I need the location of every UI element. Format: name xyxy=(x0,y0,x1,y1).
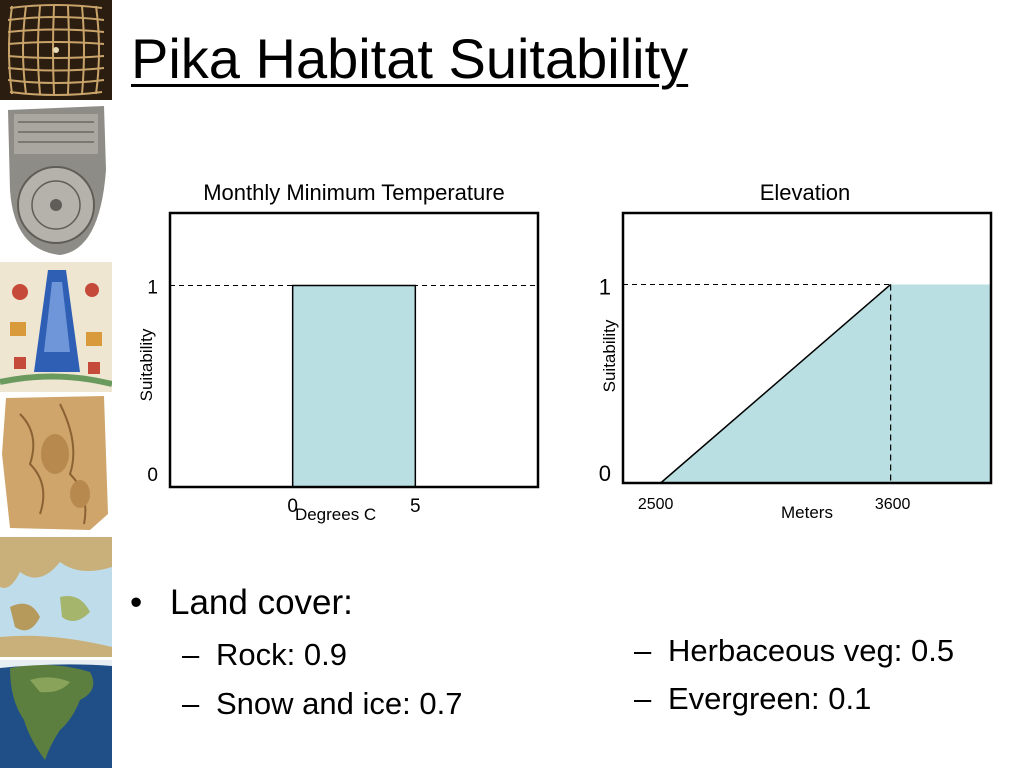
plot-frame xyxy=(168,211,540,489)
x-tick-label: 5 xyxy=(410,496,421,517)
woven-grid-map-thumbnail xyxy=(0,0,112,100)
suitability-area xyxy=(291,284,417,488)
clay-tablet-map-thumbnail xyxy=(0,100,112,260)
suitability-area xyxy=(660,284,991,483)
dash-symbol: – xyxy=(634,633,652,668)
land-cover-bullet: • Land cover: xyxy=(130,582,353,624)
land-cover-item-rock: – Rock: 0.9 xyxy=(182,636,347,673)
land-cover-item-label: Snow and ice: 0.7 xyxy=(216,686,463,721)
slide-title: Pika Habitat Suitability xyxy=(131,27,689,90)
suitability-ramp-line xyxy=(660,283,892,484)
mediterranean-relief-map-thumbnail xyxy=(0,537,112,657)
dash-symbol: – xyxy=(634,681,652,716)
chart-title: Elevation xyxy=(760,180,851,205)
temperature-chart: Monthly Minimum Temperature 1 0 0 5 Degrees C… xyxy=(130,170,550,530)
land-cover-item-label: Rock: 0.9 xyxy=(216,637,347,672)
y-axis-label: Suitability xyxy=(137,328,156,401)
plot-frame xyxy=(621,211,993,485)
dash-symbol: – xyxy=(182,637,200,672)
land-cover-heading: Land cover: xyxy=(170,583,353,622)
elevation-chart-svg: Elevation 1 0 2500 3600 Meters Suitability xyxy=(599,180,993,522)
north-america-satellite-thumbnail xyxy=(0,660,112,768)
chart-title: Monthly Minimum Temperature xyxy=(203,180,505,205)
thumbnail-sidebar xyxy=(0,0,112,768)
y-tick-label: 0 xyxy=(599,461,611,486)
dash-symbol: – xyxy=(182,686,200,721)
y-tick-label: 0 xyxy=(147,465,158,486)
land-cover-item-label: Evergreen: 0.1 xyxy=(668,681,872,716)
y-tick-label: 1 xyxy=(599,274,611,299)
y-axis-label: Suitability xyxy=(600,319,619,392)
x-tick-label: 2500 xyxy=(638,496,674,513)
land-cover-item-label: Herbaceous veg: 0.5 xyxy=(668,633,955,668)
temperature-chart-svg: Monthly Minimum Temperature 1 0 0 5 Degrees C… xyxy=(137,180,540,524)
x-axis-label: Meters xyxy=(781,503,833,522)
parchment-map-thumbnail xyxy=(0,394,112,534)
land-cover-item-herbaceous: – Herbaceous veg: 0.5 xyxy=(634,632,954,669)
x-tick-label: 0 xyxy=(287,496,298,517)
x-tick-label: 3600 xyxy=(875,496,911,513)
land-cover-item-snow: – Snow and ice: 0.7 xyxy=(182,685,462,722)
land-cover-item-evergreen: – Evergreen: 0.1 xyxy=(634,680,871,717)
bullet-symbol: • xyxy=(130,583,143,622)
x-axis-label: Degrees C xyxy=(295,505,376,524)
y-tick-label: 1 xyxy=(147,278,158,299)
illuminated-mountain-map-thumbnail xyxy=(0,262,112,392)
elevation-chart: Elevation 1 0 2500 3600 Meters Suitability xyxy=(585,170,1005,530)
